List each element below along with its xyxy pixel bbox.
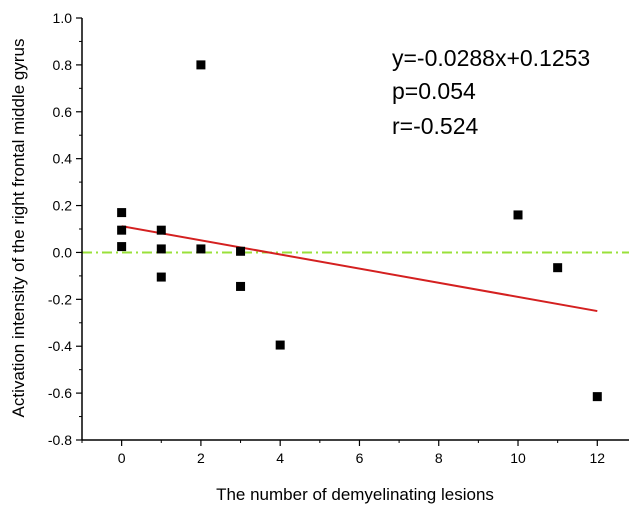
x-tick-label: 4 [276,450,284,466]
data-point-12 [553,263,563,273]
y-tick-label: 0.0 [53,244,73,260]
data-point-2 [117,242,127,252]
x-axis-title: The number of demyelinating lesions [216,485,494,504]
y-tick-label: -0.2 [48,291,72,307]
data-point-10 [275,340,285,350]
data-point-0 [117,208,127,218]
x-tick-label: 0 [118,450,126,466]
data-point-1 [117,225,127,235]
data-point-7 [196,244,206,254]
y-tick-label: 0.8 [53,57,73,73]
x-tick-label: 6 [356,450,364,466]
data-point-4 [156,244,166,254]
y-tick-label: 1.0 [53,10,73,26]
data-point-11 [513,210,523,220]
data-point-5 [156,272,166,282]
y-tick-label: -0.4 [48,338,72,354]
data-point-6 [196,60,206,70]
r-value-annotation: r=-0.524 [392,113,479,139]
p-value-annotation: p=0.054 [392,78,476,104]
data-point-9 [236,281,246,291]
x-tick-label: 12 [590,450,606,466]
x-tick-label: 8 [435,450,443,466]
y-tick-label: -0.8 [48,432,72,448]
y-tick-label: 0.4 [53,151,73,167]
x-tick-label: 10 [510,450,526,466]
data-point-13 [592,392,602,402]
data-point-3 [156,225,166,235]
equation-annotation: y=-0.0288x+0.1253 [392,45,590,71]
y-tick-label: 0.2 [53,198,73,214]
x-tick-label: 2 [197,450,205,466]
y-tick-label: 0.6 [53,104,73,120]
regression-line [121,225,598,313]
y-axis-title: Activation intensity of the right fronta… [9,39,28,418]
data-point-8 [236,246,246,256]
y-tick-label: -0.6 [48,385,72,401]
